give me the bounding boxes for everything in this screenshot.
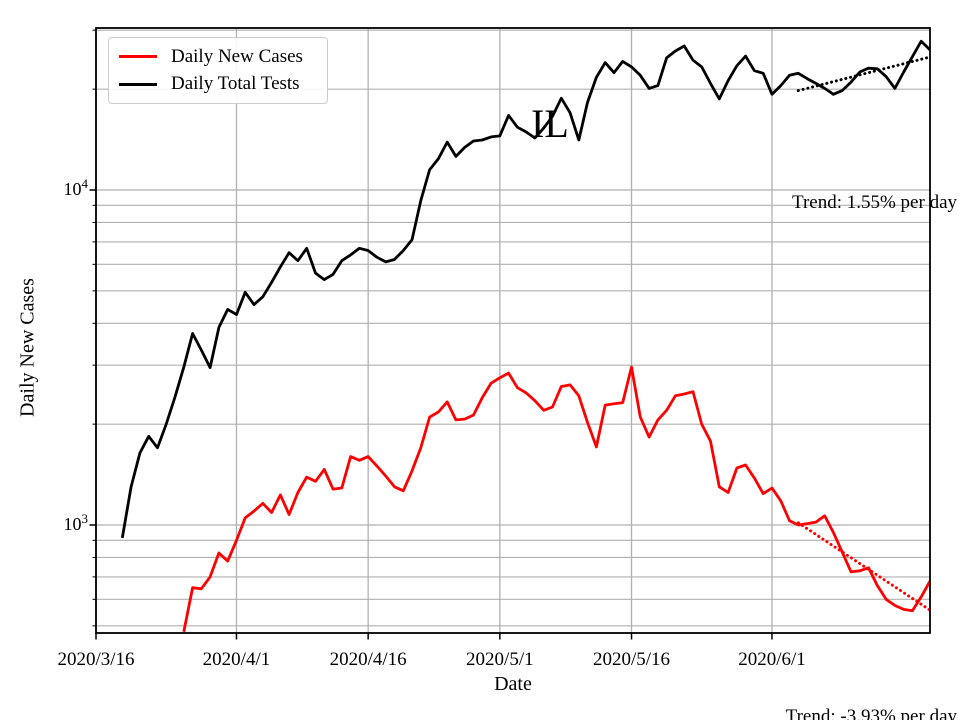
legend-item-cases: Daily New Cases	[119, 43, 315, 71]
x-tick-label: 2020/4/1	[202, 649, 271, 670]
legend-label-tests: Daily Total Tests	[171, 73, 300, 95]
cases-line-swatch	[119, 55, 157, 59]
tests-line	[120, 39, 930, 539]
legend-label-cases: Daily New Cases	[171, 45, 303, 67]
state-annotation: IL	[531, 101, 569, 146]
x-tick-label: 2020/4/16	[329, 649, 407, 670]
y-tick-label-10e4: 104	[63, 176, 89, 199]
plot-border	[95, 27, 931, 634]
tests-trend-annotation: Trend: 1.55% per day	[792, 192, 957, 213]
cases-trend-annotation-clipped: Trend: -3.93% per day	[785, 706, 957, 720]
y-axis-title: Daily New Cases	[16, 278, 39, 417]
legend-item-tests: Daily Total Tests	[119, 71, 315, 99]
cases-trend-line	[796, 521, 930, 612]
tests-trend-line	[796, 55, 930, 93]
y-tick-label-10e3: 103	[63, 511, 89, 534]
legend: Daily New Cases Daily Total Tests	[108, 37, 328, 104]
tests-line-swatch	[119, 82, 157, 86]
cases-line	[182, 365, 930, 633]
x-tick-label: 2020/5/16	[592, 649, 671, 670]
x-tick-label: 2020/6/1	[738, 649, 806, 670]
x-tick-label: 2020/3/16	[57, 649, 135, 670]
x-tick-label: 2020/5/1	[466, 649, 534, 670]
x-axis-title: Date	[494, 673, 532, 695]
